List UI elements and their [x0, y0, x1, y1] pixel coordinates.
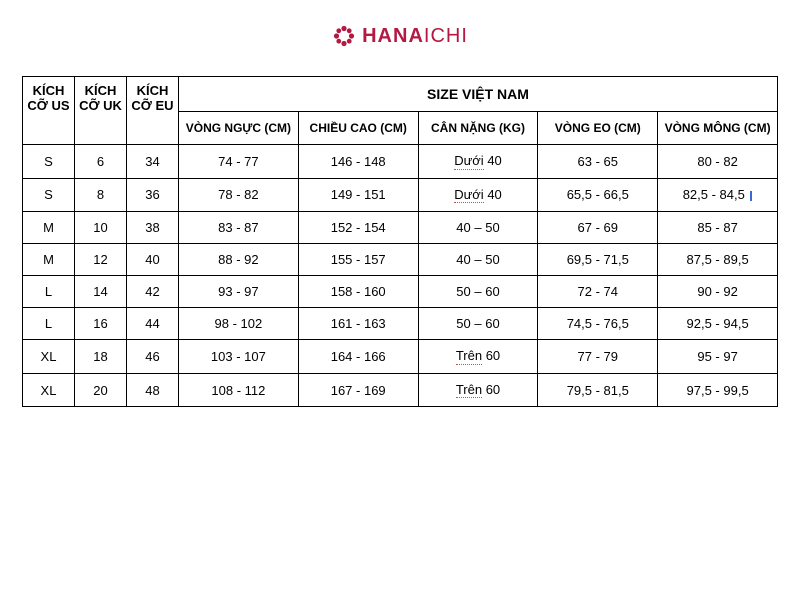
- cell-waist: 69,5 - 71,5: [538, 244, 658, 276]
- cell-eu: 44: [127, 308, 179, 340]
- cell-eu: 36: [127, 178, 179, 212]
- cell-us: L: [23, 276, 75, 308]
- cell-us: S: [23, 178, 75, 212]
- cell-waist: 65,5 - 66,5: [538, 178, 658, 212]
- table-row: L164498 - 102161 - 16350 – 6074,5 - 76,5…: [23, 308, 778, 340]
- cell-uk: 14: [75, 276, 127, 308]
- brand-name-bold: HANA: [362, 25, 424, 47]
- cell-uk: 6: [75, 145, 127, 179]
- cell-hip: 92,5 - 94,5: [658, 308, 778, 340]
- cell-waist: 72 - 74: [538, 276, 658, 308]
- cell-weight: 50 – 60: [418, 308, 538, 340]
- cell-us: M: [23, 212, 75, 244]
- cell-hip: 85 - 87: [658, 212, 778, 244]
- brand-name: HANAICHI: [362, 25, 468, 48]
- cell-height: 149 - 151: [298, 178, 418, 212]
- table-row: L144293 - 97158 - 16050 – 6072 - 7490 - …: [23, 276, 778, 308]
- cell-uk: 12: [75, 244, 127, 276]
- cell-hip: 80 - 82: [658, 145, 778, 179]
- table-row: S83678 - 82149 - 151Dưới 4065,5 - 66,582…: [23, 178, 778, 212]
- table-row: M103883 - 87152 - 15440 – 5067 - 6985 - …: [23, 212, 778, 244]
- cell-height: 146 - 148: [298, 145, 418, 179]
- cell-uk: 8: [75, 178, 127, 212]
- cell-bust: 74 - 77: [179, 145, 299, 179]
- cell-eu: 46: [127, 340, 179, 374]
- cell-waist: 79,5 - 81,5: [538, 373, 658, 407]
- cell-hip: 97,5 - 99,5: [658, 373, 778, 407]
- cell-weight: Dưới 40: [418, 145, 538, 179]
- subheader-hip: VÒNG MÔNG (CM): [658, 112, 778, 145]
- cell-bust: 78 - 82: [179, 178, 299, 212]
- cell-eu: 40: [127, 244, 179, 276]
- size-table-container: KÍCH CỠ US KÍCH CỠ UK KÍCH CỠ EU SIZE VI…: [0, 66, 800, 407]
- cell-us: XL: [23, 373, 75, 407]
- cell-hip: 95 - 97: [658, 340, 778, 374]
- cell-bust: 98 - 102: [179, 308, 299, 340]
- cell-hip: 90 - 92: [658, 276, 778, 308]
- cell-us: XL: [23, 340, 75, 374]
- table-row: M124088 - 92155 - 15740 – 5069,5 - 71,58…: [23, 244, 778, 276]
- cell-waist: 74,5 - 76,5: [538, 308, 658, 340]
- header-vn: SIZE VIỆT NAM: [179, 77, 778, 112]
- cell-eu: 48: [127, 373, 179, 407]
- header-row-1: KÍCH CỠ US KÍCH CỠ UK KÍCH CỠ EU SIZE VI…: [23, 77, 778, 112]
- cell-weight: 40 – 50: [418, 244, 538, 276]
- cell-uk: 10: [75, 212, 127, 244]
- header-uk: KÍCH CỠ UK: [75, 77, 127, 145]
- cell-hip: 82,5 - 84,5: [658, 178, 778, 212]
- cell-bust: 103 - 107: [179, 340, 299, 374]
- cell-weight: Dưới 40: [418, 178, 538, 212]
- subheader-waist: VÒNG EO (CM): [538, 112, 658, 145]
- cell-bust: 88 - 92: [179, 244, 299, 276]
- cell-uk: 18: [75, 340, 127, 374]
- cell-weight: Trên 60: [418, 373, 538, 407]
- cell-waist: 67 - 69: [538, 212, 658, 244]
- cell-height: 152 - 154: [298, 212, 418, 244]
- size-table: KÍCH CỠ US KÍCH CỠ UK KÍCH CỠ EU SIZE VI…: [22, 76, 778, 407]
- cell-height: 155 - 157: [298, 244, 418, 276]
- cell-us: M: [23, 244, 75, 276]
- table-row: S63474 - 77146 - 148Dưới 4063 - 6580 - 8…: [23, 145, 778, 179]
- cell-hip: 87,5 - 89,5: [658, 244, 778, 276]
- cell-bust: 108 - 112: [179, 373, 299, 407]
- header-us: KÍCH CỠ US: [23, 77, 75, 145]
- subheader-height: CHIỀU CAO (CM): [298, 112, 418, 145]
- header-eu: KÍCH CỠ EU: [127, 77, 179, 145]
- cell-height: 158 - 160: [298, 276, 418, 308]
- cell-weight: 50 – 60: [418, 276, 538, 308]
- cell-bust: 93 - 97: [179, 276, 299, 308]
- cell-weight: 40 – 50: [418, 212, 538, 244]
- cell-us: L: [23, 308, 75, 340]
- cell-waist: 63 - 65: [538, 145, 658, 179]
- cell-height: 164 - 166: [298, 340, 418, 374]
- cell-eu: 38: [127, 212, 179, 244]
- cell-height: 161 - 163: [298, 308, 418, 340]
- table-row: XL2048108 - 112167 - 169Trên 6079,5 - 81…: [23, 373, 778, 407]
- cell-eu: 42: [127, 276, 179, 308]
- cell-bust: 83 - 87: [179, 212, 299, 244]
- subheader-bust: VÒNG NGỰC (CM): [179, 112, 299, 145]
- cell-uk: 20: [75, 373, 127, 407]
- cell-uk: 16: [75, 308, 127, 340]
- subheader-weight: CÂN NẶNG (KG): [418, 112, 538, 145]
- brand-name-thin: ICHI: [424, 25, 468, 47]
- cell-weight: Trên 60: [418, 340, 538, 374]
- cell-eu: 34: [127, 145, 179, 179]
- table-row: XL1846103 - 107164 - 166Trên 6077 - 7995…: [23, 340, 778, 374]
- cell-us: S: [23, 145, 75, 179]
- cell-waist: 77 - 79: [538, 340, 658, 374]
- brand-logo: HANAICHI: [0, 0, 800, 66]
- cell-height: 167 - 169: [298, 373, 418, 407]
- flower-icon: [332, 24, 356, 48]
